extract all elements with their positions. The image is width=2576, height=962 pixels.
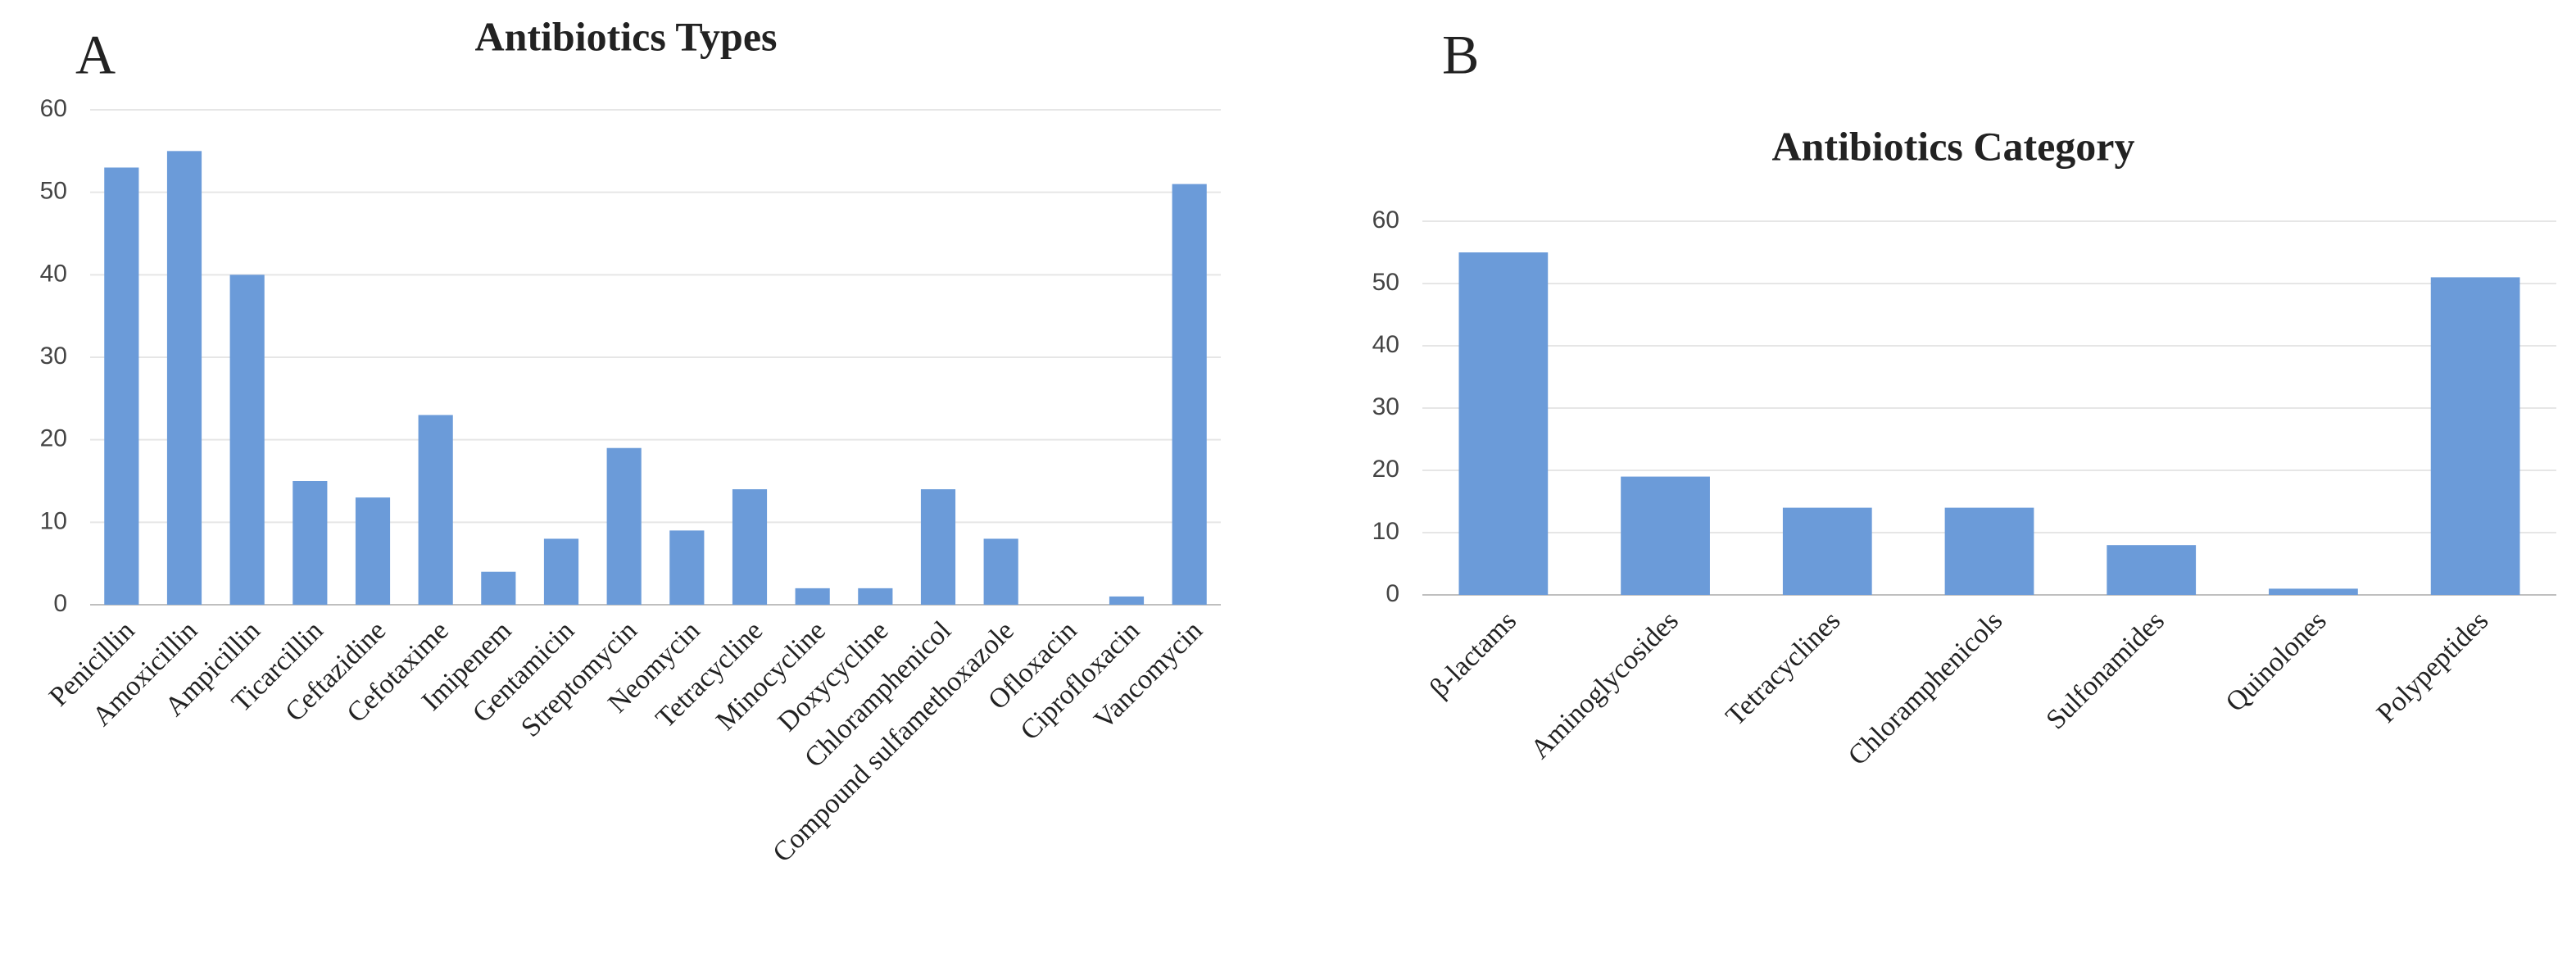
y-tick-label: 20 [40,425,67,452]
bar [418,415,453,605]
y-tick-label: 20 [1372,456,1399,483]
x-tick-label: Tetracyclines [1720,606,1846,732]
bar [2430,277,2520,595]
y-tick-label: 60 [1372,206,1399,234]
x-tick-label: Aminoglycosides [1525,606,1684,765]
bar [1944,507,2034,595]
bar [669,530,705,605]
bar [2107,545,2197,595]
x-tick-label: Chloramphenicols [1843,606,2008,771]
bar [983,538,1018,605]
bar [166,151,202,606]
y-tick-label: 60 [40,95,67,122]
y-tick-label: 10 [1372,518,1399,545]
chart-title: Antibiotics Types [474,13,777,59]
y-tick-label: 50 [1372,269,1399,296]
bar [1172,184,1207,606]
panel-label: A [75,24,116,86]
bar [104,167,139,605]
y-tick-label: 30 [1372,393,1399,420]
y-tick-label: 0 [1386,580,1399,607]
bar [1782,507,1872,595]
bar [1109,596,1145,605]
bar [920,489,956,605]
bar [858,588,893,605]
y-tick-label: 40 [1372,331,1399,358]
bar [229,275,265,605]
y-tick-label: 0 [53,590,67,617]
bar [1621,476,1710,595]
x-tick-label: Polypeptides [2371,606,2494,728]
x-tick-label: Quinolones [2220,606,2333,718]
bar [355,497,391,605]
panel-label: B [1442,24,1479,86]
y-tick-label: 50 [40,178,67,205]
chart-title: Antibiotics Category [1772,123,2135,169]
bar [481,571,516,605]
bar [606,447,642,605]
bar [732,489,768,605]
y-tick-label: 40 [40,260,67,287]
bar [543,538,579,605]
y-tick-label: 10 [40,507,67,534]
x-tick-label: β-lactams [1424,606,1522,704]
bar [1458,252,1549,595]
bar [2269,588,2358,595]
x-tick-label: Sulfonamides [2041,606,2170,735]
bar [795,588,830,605]
bar [293,481,328,605]
y-tick-label: 30 [40,343,67,370]
